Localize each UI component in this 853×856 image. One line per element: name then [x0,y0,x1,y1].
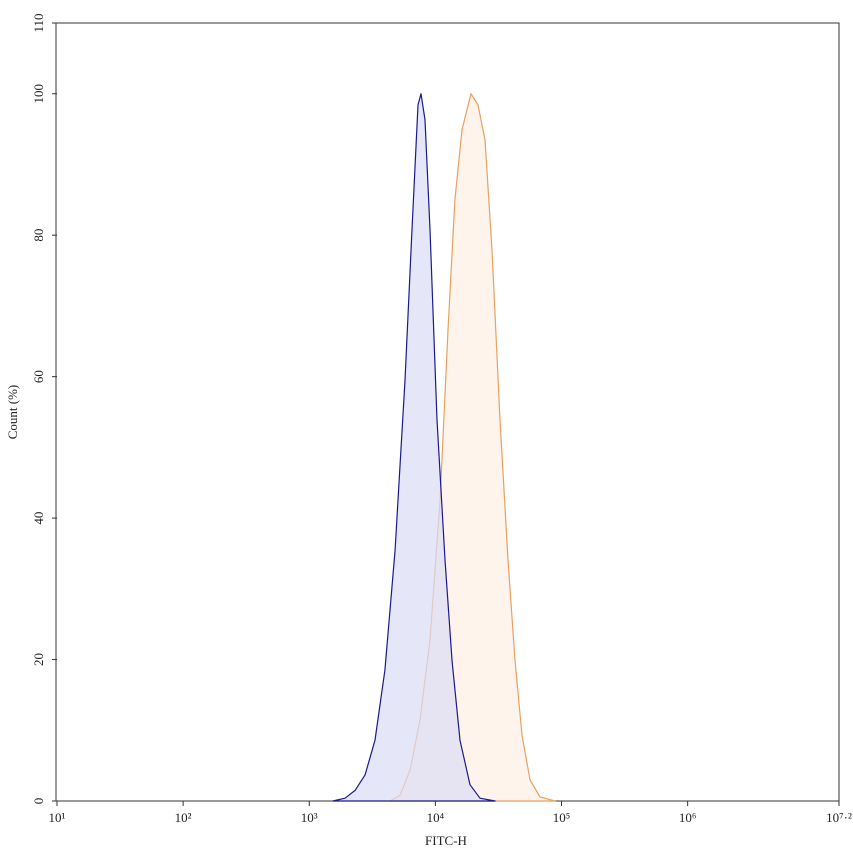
x-tick-label: 10³ [301,810,318,825]
y-tick-label: 100 [31,84,46,104]
x-tick-label: 10⁶ [679,810,697,825]
x-axis-label: FITC-H [425,833,467,848]
y-tick-label: 60 [31,370,46,383]
y-tick-label: 0 [31,798,46,805]
x-tick-label: 10¹ [49,810,66,825]
y-tick-label: 110 [31,13,46,32]
x-tick-label: 10⁷·² [826,810,852,825]
y-tick-label: 40 [31,512,46,525]
x-tick-label: 10⁵ [553,810,571,825]
y-tick-label: 20 [31,653,46,666]
x-tick-label: 10⁴ [427,810,445,825]
y-axis-label: Count (%) [5,385,20,440]
x-tick-label: 10² [175,810,192,825]
y-tick-label: 80 [31,229,46,242]
histogram-area [332,93,496,802]
